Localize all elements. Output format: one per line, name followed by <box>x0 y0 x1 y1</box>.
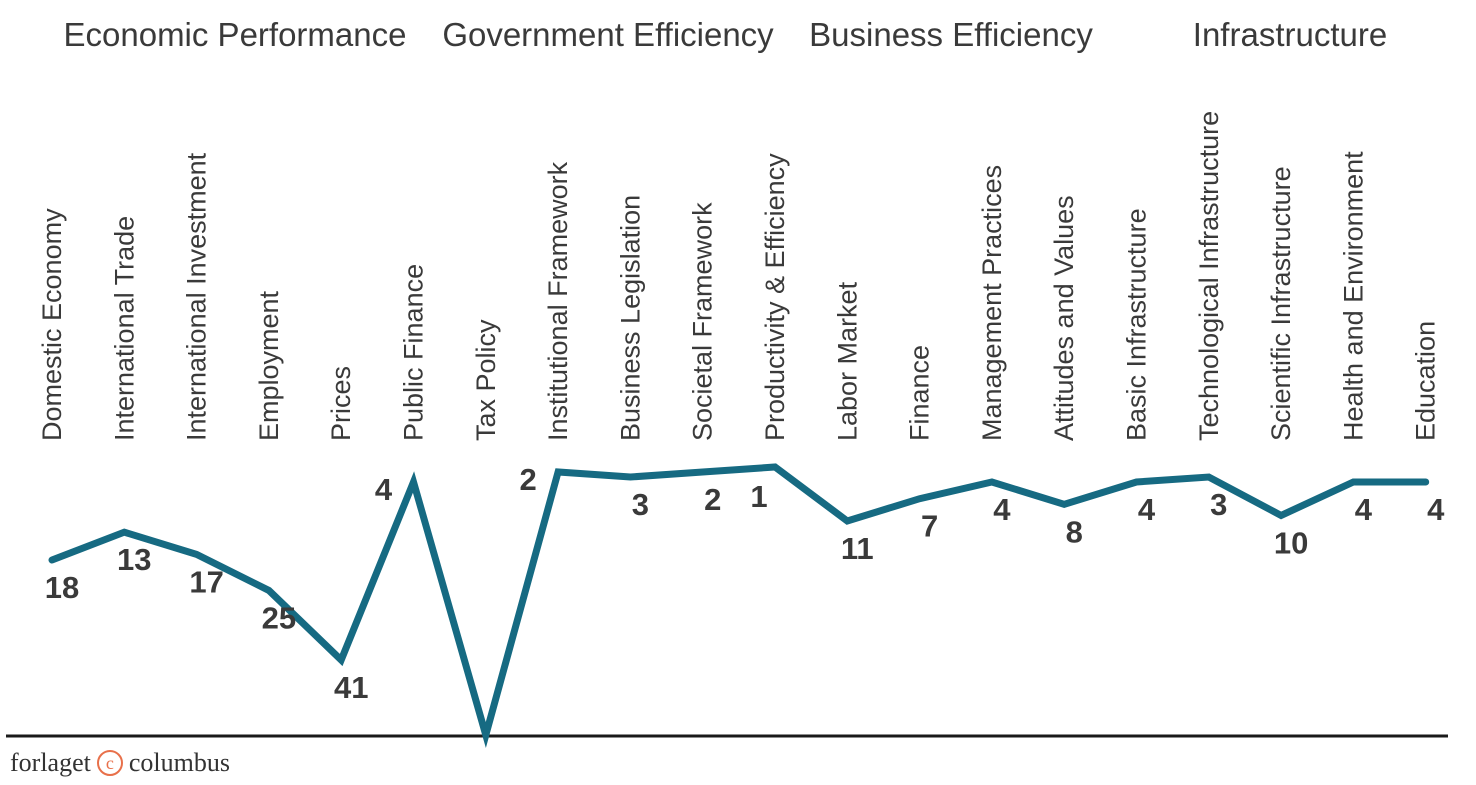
category-label: Technological Infrastructure <box>1194 111 1224 441</box>
group-title: Infrastructure <box>1193 16 1387 53</box>
category-label: Basic Infrastructure <box>1122 208 1152 441</box>
series-line <box>48 463 1430 748</box>
value-label: 41 <box>334 670 368 705</box>
value-label: 11 <box>841 531 874 566</box>
category-label: International Investment <box>182 152 212 441</box>
copyright-icon: c <box>96 750 123 776</box>
value-label: 25 <box>262 600 296 635</box>
group-title: Government Efficiency <box>442 16 774 53</box>
category-label: Productivity & Efficiency <box>760 153 790 441</box>
category-label: Employment <box>254 290 284 441</box>
category-label: Education <box>1411 321 1441 441</box>
category-label: Tax Policy <box>471 319 501 441</box>
logo-text-left: forlaget <box>10 748 91 777</box>
category-label: Health and Environment <box>1338 151 1368 441</box>
category-label: Prices <box>326 366 356 441</box>
group-title: Business Efficiency <box>809 16 1093 53</box>
value-label: 17 <box>189 564 223 599</box>
category-label: Societal Framework <box>688 202 718 441</box>
category-label: Public Finance <box>399 264 429 441</box>
category-label: Scientific Infrastructure <box>1266 166 1296 441</box>
value-label: 4 <box>375 472 393 507</box>
logo-text-right: columbus <box>128 748 230 777</box>
category-label: Labor Market <box>832 281 862 441</box>
value-label: 1 <box>750 479 767 514</box>
publisher-logo: forlaget c columbus <box>10 748 230 778</box>
category-label: Domestic Economy <box>37 208 67 441</box>
value-label: 3 <box>632 487 649 522</box>
value-label: 2 <box>519 462 536 497</box>
group-titles: Economic Performance Government Efficienc… <box>64 16 1388 53</box>
value-label: 18 <box>45 570 79 605</box>
value-label: 13 <box>117 542 151 577</box>
group-title: Economic Performance <box>64 16 407 53</box>
value-label: 8 <box>1066 514 1083 549</box>
category-label: International Trade <box>109 216 139 441</box>
value-label: 4 <box>1138 492 1156 527</box>
value-label: 2 <box>704 482 721 517</box>
category-label: Institutional Framework <box>543 161 573 441</box>
category-label: Management Practices <box>977 165 1007 441</box>
category-label: Finance <box>905 345 935 441</box>
value-label: 4 <box>1427 492 1445 527</box>
category-labels: Domestic Economy International Trade Inter… <box>37 111 1441 441</box>
value-label: 4 <box>993 492 1011 527</box>
category-label: Business Legislation <box>615 195 645 441</box>
value-label: 10 <box>1274 525 1308 560</box>
value-label: 4 <box>1355 492 1373 527</box>
value-label: 3 <box>1210 487 1227 522</box>
category-label: Attitudes and Values <box>1049 195 1079 441</box>
value-label: 7 <box>921 509 938 544</box>
